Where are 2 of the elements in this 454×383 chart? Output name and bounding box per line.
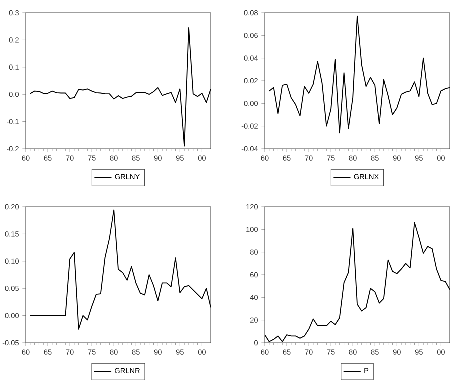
line-series [268,16,450,134]
line-series [30,27,211,147]
